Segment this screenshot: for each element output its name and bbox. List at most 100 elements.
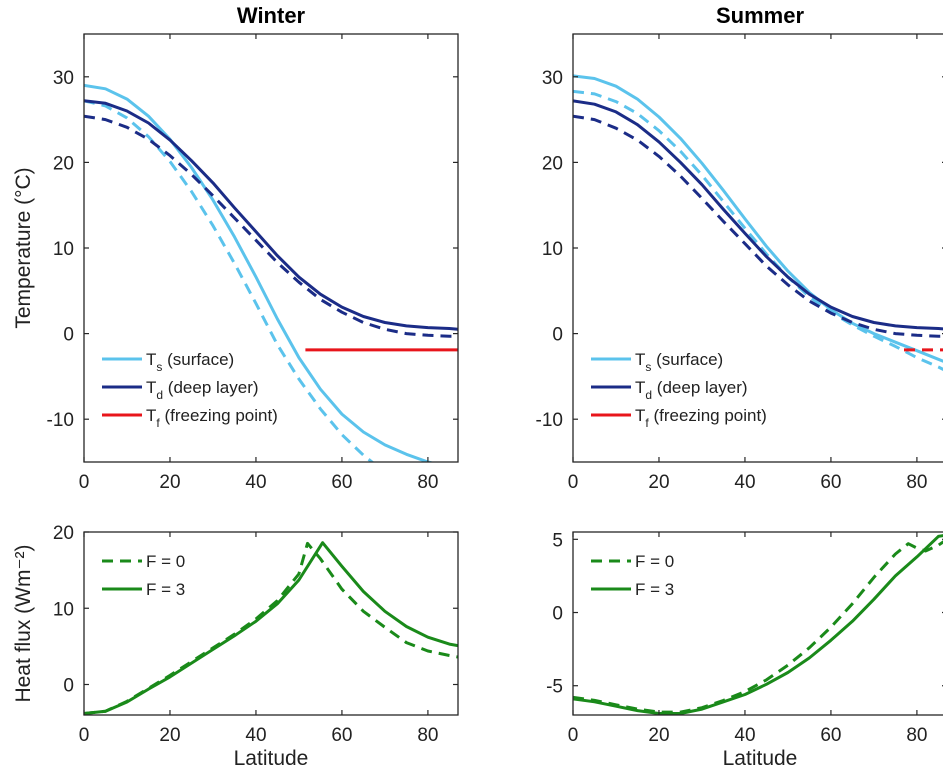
legend-main: F = 3 <box>146 580 185 599</box>
x-tick-label: 40 <box>734 725 755 746</box>
y-tick-label: 10 <box>53 599 74 620</box>
series-line-deep-dashed <box>573 114 943 338</box>
legend: F = 0 F = 3 <box>102 552 185 599</box>
x-tick-label: 80 <box>906 472 927 493</box>
legend-entry: Td (deep layer) <box>146 378 259 402</box>
series-line-flux-dashed <box>84 541 458 715</box>
legend-entry: Td (deep layer) <box>635 378 748 402</box>
legend-rest: (surface) <box>651 350 723 369</box>
axes-frame <box>83 531 459 716</box>
y-tick-label: 30 <box>53 68 74 89</box>
y-tick-label: -10 <box>536 410 563 431</box>
y-tick-label: 10 <box>53 239 74 260</box>
axes-frame <box>572 531 943 716</box>
legend-main: T <box>635 350 645 369</box>
legend-main: T <box>635 378 645 397</box>
x-tick-label: 0 <box>79 472 90 493</box>
legend-entry: Ts (surface) <box>635 350 723 374</box>
series-line-surface-dashed <box>84 99 375 462</box>
y-tick-label: 20 <box>542 153 563 174</box>
legend-main: F = 0 <box>146 552 185 571</box>
y-tick-label: 20 <box>53 153 74 174</box>
legend-rest: (freezing point) <box>160 406 278 425</box>
y-tick-label: 10 <box>542 239 563 260</box>
legend-rest: (deep layer) <box>652 378 747 397</box>
x-tick-label: 0 <box>568 472 579 493</box>
legend: F = 0 F = 3 <box>591 552 674 599</box>
summer-heatflux-panel: 0 20 40 60 80 -5 0 5 Latitude F = 0 F = 3 <box>546 530 943 770</box>
x-tick-label: 60 <box>331 472 352 493</box>
legend-subscript: d <box>645 388 652 402</box>
legend-entry: Tf (freezing point) <box>146 406 278 430</box>
legend-rest: (surface) <box>162 350 234 369</box>
x-tick-label: 80 <box>417 472 438 493</box>
legend-main: T <box>146 378 156 397</box>
legend-main: T <box>635 406 645 425</box>
x-tick-label: 0 <box>79 725 90 746</box>
legend-subscript: f <box>156 416 160 430</box>
legend-subscript: s <box>156 360 162 374</box>
winter-heatflux-panel: 0 20 40 60 80 0 10 20 Latitude Heat flux (Wm⁻²) F … <box>12 523 459 770</box>
x-tick-label: 20 <box>159 472 180 493</box>
x-tick-label: 60 <box>820 725 841 746</box>
x-tick-label: 40 <box>245 725 266 746</box>
legend-entry: F = 0 <box>635 552 674 571</box>
legend: Ts (surface)Td (deep layer)Tf (freezing … <box>102 350 278 430</box>
series-line-deep-dashed <box>84 114 458 338</box>
y-tick-label: -5 <box>546 677 563 698</box>
x-tick-label: 0 <box>568 725 579 746</box>
series-line-deep-solid <box>84 99 458 331</box>
legend-main: T <box>146 406 156 425</box>
series-group <box>573 74 943 371</box>
y-axis-label: Heat flux (Wm⁻²) <box>12 544 35 702</box>
x-tick-label: 80 <box>417 725 438 746</box>
legend-rest: (deep layer) <box>163 378 258 397</box>
series-line-flux-dashed <box>573 540 943 714</box>
x-tick-label: 40 <box>245 472 266 493</box>
series-group <box>573 534 943 715</box>
x-tick-label: 20 <box>648 725 669 746</box>
series-line-surface-dashed <box>573 89 943 371</box>
series-line-surface-solid <box>573 74 943 363</box>
series-group <box>84 541 458 715</box>
legend-main: T <box>146 350 156 369</box>
x-tick-label: 20 <box>648 472 669 493</box>
legend-subscript: f <box>645 416 649 430</box>
y-tick-label: -10 <box>47 410 74 431</box>
legend-entry: Ts (surface) <box>146 350 234 374</box>
x-axis-label: Latitude <box>723 747 798 770</box>
x-tick-label: 40 <box>734 472 755 493</box>
legend-entry: F = 0 <box>146 552 185 571</box>
legend-subscript: s <box>645 360 651 374</box>
panel-title: Summer <box>716 3 804 28</box>
legend-rest: (freezing point) <box>649 406 767 425</box>
y-tick-label: 0 <box>63 676 74 697</box>
legend: Ts (surface)Td (deep layer)Tf (freezing … <box>591 350 767 430</box>
legend-entry: F = 3 <box>635 580 674 599</box>
legend-entry: F = 3 <box>146 580 185 599</box>
y-tick-label: 5 <box>552 530 563 551</box>
y-tick-label: 30 <box>542 68 563 89</box>
winter-temperature-panel: 0 20 40 60 80 -10 0 10 20 30 Winter Temperature (°C… <box>12 3 459 493</box>
x-tick-label: 60 <box>331 725 352 746</box>
series-line-flux-solid <box>84 541 458 715</box>
y-tick-label: 20 <box>53 523 74 544</box>
y-axis-label: Temperature (°C) <box>12 167 35 328</box>
x-tick-label: 20 <box>159 725 180 746</box>
legend-main: F = 0 <box>635 552 674 571</box>
x-axis-label: Latitude <box>234 747 309 770</box>
legend-main: F = 3 <box>635 580 674 599</box>
panel-title: Winter <box>237 3 306 28</box>
series-group <box>84 83 458 462</box>
series-line-surface-solid <box>84 83 435 462</box>
legend-subscript: d <box>156 388 163 402</box>
series-line-flux-solid <box>573 534 943 715</box>
x-tick-label: 60 <box>820 472 841 493</box>
x-tick-label: 80 <box>906 725 927 746</box>
y-tick-label: 0 <box>552 604 563 625</box>
series-line-deep-solid <box>573 99 943 331</box>
y-tick-label: 0 <box>552 325 563 346</box>
legend-entry: Tf (freezing point) <box>635 406 767 430</box>
summer-temperature-panel: 0 20 40 60 80 -10 0 10 20 30 Summer Ts (surface) Td … <box>536 3 943 493</box>
